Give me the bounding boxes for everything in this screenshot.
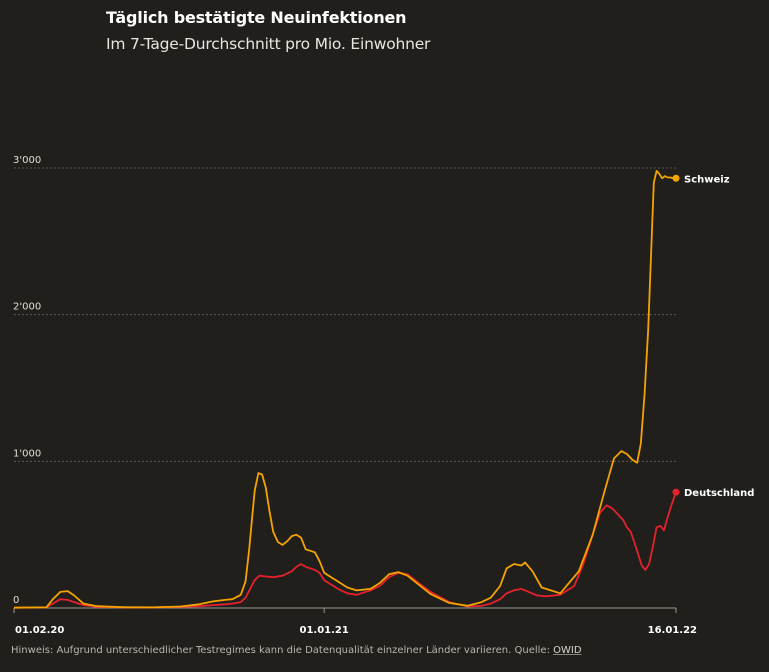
x-tick-label: 01.02.20 [15, 625, 64, 636]
chart-title: Täglich bestätigte Neuinfektionen [106, 8, 407, 27]
y-axis-labels: 0 1'000 2'000 3'000 [13, 155, 41, 606]
series-line-schweiz [13, 170, 676, 609]
series-label-deutschland: Deutschland [684, 488, 754, 499]
x-axis: 01.02.20 01.01.21 16.01.22 [13, 607, 697, 636]
grid-layer [14, 167, 676, 462]
footnote-text: Hinweis: Aufgrund unterschiedlicher Test… [11, 645, 550, 656]
end-point-schweiz [672, 174, 680, 182]
end-point-deutschland [672, 488, 680, 496]
chart-subtitle: Im 7-Tage-Durchschnitt pro Mio. Einwohne… [106, 35, 431, 53]
series-label-schweiz: Schweiz [684, 174, 730, 185]
y-tick-label: 3'000 [13, 155, 41, 166]
footnote: Hinweis: Aufgrund unterschiedlicher Test… [11, 645, 582, 656]
y-tick-label: 0 [13, 595, 19, 606]
series-layer: Deutschland Schweiz [13, 170, 754, 609]
source-link[interactable]: OWID [553, 645, 582, 656]
y-tick-label: 1'000 [13, 448, 41, 459]
x-tick-label: 16.01.22 [648, 625, 697, 636]
y-tick-label: 2'000 [13, 302, 41, 313]
series-line-deutschland [13, 491, 677, 609]
x-tick-label: 01.01.21 [299, 625, 348, 636]
